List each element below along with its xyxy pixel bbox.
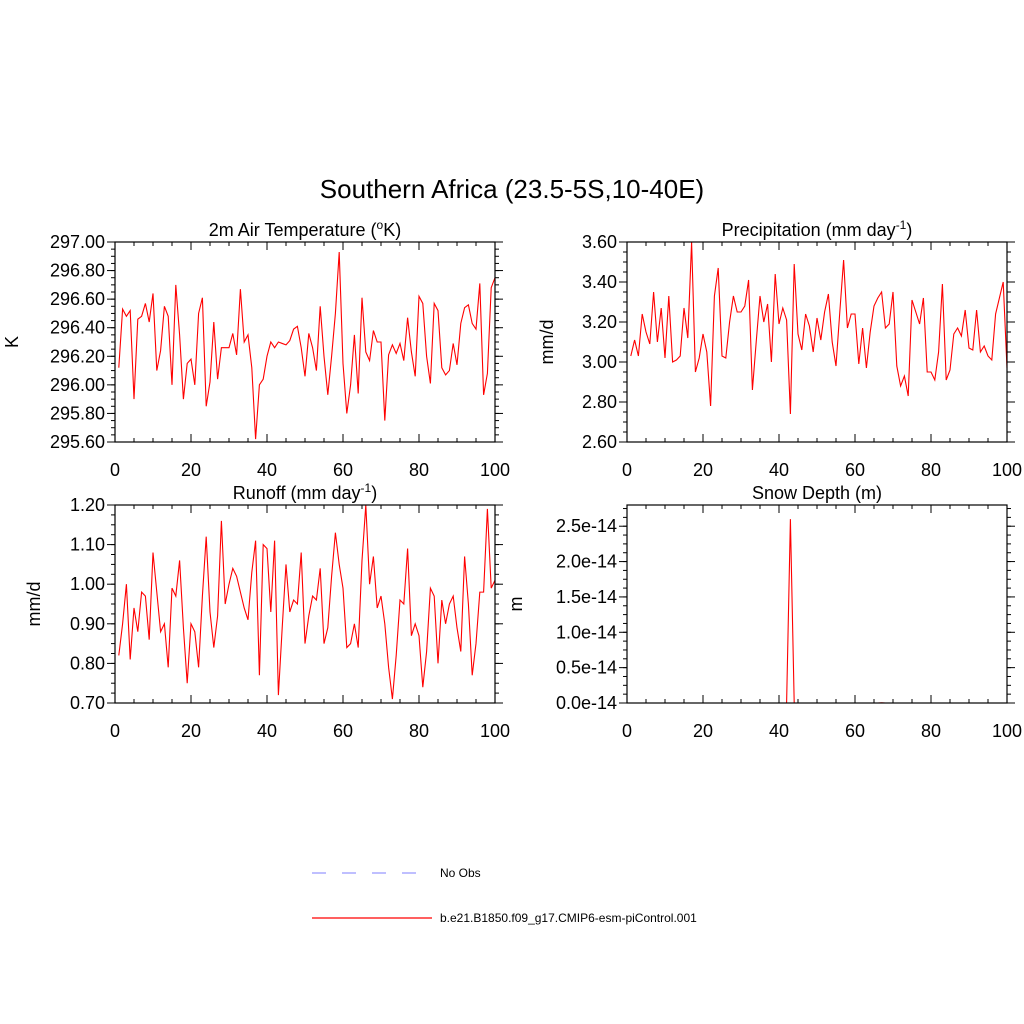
legend-label-model: b.e21.B1850.f09_g17.CMIP6-esm-piControl.… bbox=[440, 911, 697, 925]
x-tick-label: 80 bbox=[409, 460, 429, 480]
y-tick-label: 3.20 bbox=[582, 312, 617, 332]
y-tick-label: 1.20 bbox=[70, 495, 105, 515]
y-axis-label: mm/d bbox=[24, 582, 44, 627]
y-tick-label: 296.00 bbox=[50, 375, 105, 395]
series-line bbox=[118, 251, 496, 440]
y-tick-label: 297.00 bbox=[50, 232, 105, 252]
figure-title: Southern Africa (23.5-5S,10-40E) bbox=[320, 174, 704, 204]
x-tick-label: 80 bbox=[921, 460, 941, 480]
x-tick-label: 60 bbox=[333, 460, 353, 480]
y-axis-label: m bbox=[506, 597, 526, 612]
y-tick-label: 0.0e-14 bbox=[556, 693, 617, 713]
x-tick-label: 100 bbox=[480, 721, 510, 741]
x-tick-label: 0 bbox=[110, 460, 120, 480]
series-line bbox=[118, 504, 496, 700]
panel-title: 2m Air Temperature (oK) bbox=[209, 218, 401, 240]
x-tick-label: 40 bbox=[769, 460, 789, 480]
x-tick-label: 100 bbox=[992, 460, 1022, 480]
chart-panel-3: 0 20 40 60 80 100 0.70 0.80 0.90 1.00 1.10 1.20 Runo… bbox=[24, 481, 510, 741]
panel-title: Precipitation (mm day-1) bbox=[722, 218, 913, 240]
y-tick-label: 295.60 bbox=[50, 432, 105, 452]
x-tick-label: 0 bbox=[110, 721, 120, 741]
y-tick-label: 296.40 bbox=[50, 318, 105, 338]
x-tick-label: 20 bbox=[181, 721, 201, 741]
y-tick-label: 0.70 bbox=[70, 693, 105, 713]
y-tick-label: 296.80 bbox=[50, 261, 105, 281]
y-axis-label: K bbox=[2, 336, 22, 348]
plot-frame bbox=[626, 241, 1008, 443]
y-tick-label: 2.60 bbox=[582, 432, 617, 452]
legend-label-no-obs: No Obs bbox=[440, 866, 481, 880]
x-tick-label: 80 bbox=[409, 721, 429, 741]
x-tick-label: 20 bbox=[693, 460, 713, 480]
y-tick-label: 1.0e-14 bbox=[556, 622, 617, 642]
y-tick-label: 2.80 bbox=[582, 392, 617, 412]
y-tick-label: 0.90 bbox=[70, 614, 105, 634]
y-tick-label: 1.10 bbox=[70, 535, 105, 555]
y-tick-label: 3.60 bbox=[582, 232, 617, 252]
x-tick-label: 100 bbox=[480, 460, 510, 480]
legend: No Obs b.e21.B1850.f09_g17.CMIP6-esm-piC… bbox=[312, 866, 697, 925]
y-tick-label: 2.0e-14 bbox=[556, 552, 617, 572]
plot-frame bbox=[626, 504, 1008, 704]
x-tick-label: 60 bbox=[333, 721, 353, 741]
y-tick-label: 2.5e-14 bbox=[556, 516, 617, 536]
y-tick-label: 3.40 bbox=[582, 272, 617, 292]
panel-title: Snow Depth (m) bbox=[752, 483, 882, 503]
y-tick-label: 296.60 bbox=[50, 289, 105, 309]
y-tick-label: 0.5e-14 bbox=[556, 658, 617, 678]
y-tick-label: 1.00 bbox=[70, 574, 105, 594]
chart-panel-1: 0 20 40 60 80 100 295.60 295.80 296.00 296.20 296.… bbox=[2, 218, 510, 480]
x-tick-label: 100 bbox=[992, 721, 1022, 741]
chart-panel-4: 0 20 40 60 80 100 0.0e-14 0.5e-14 1.0e-14 1.5e-14… bbox=[506, 483, 1022, 741]
series-line bbox=[630, 241, 1008, 415]
x-tick-label: 40 bbox=[769, 721, 789, 741]
plot-frame bbox=[114, 504, 496, 704]
y-tick-label: 1.5e-14 bbox=[556, 587, 617, 607]
x-tick-label: 60 bbox=[845, 460, 865, 480]
y-tick-label: 0.80 bbox=[70, 653, 105, 673]
y-axis-label: mm/d bbox=[537, 320, 557, 365]
panel-title: Runoff (mm day-1) bbox=[233, 481, 377, 503]
x-tick-label: 40 bbox=[257, 460, 277, 480]
x-tick-label: 40 bbox=[257, 721, 277, 741]
x-tick-label: 80 bbox=[921, 721, 941, 741]
plot-frame bbox=[114, 241, 496, 443]
x-tick-label: 20 bbox=[181, 460, 201, 480]
series-line bbox=[630, 519, 1007, 704]
x-tick-label: 0 bbox=[622, 721, 632, 741]
x-tick-label: 0 bbox=[622, 460, 632, 480]
x-tick-label: 60 bbox=[845, 721, 865, 741]
x-tick-label: 20 bbox=[693, 721, 713, 741]
y-tick-label: 296.20 bbox=[50, 346, 105, 366]
chart-panel-2: 0 20 40 60 80 100 2.60 2.80 3.00 3.20 3.40 3.60 Prec… bbox=[537, 218, 1022, 480]
y-tick-label: 3.00 bbox=[582, 352, 617, 372]
y-tick-label: 295.80 bbox=[50, 403, 105, 423]
